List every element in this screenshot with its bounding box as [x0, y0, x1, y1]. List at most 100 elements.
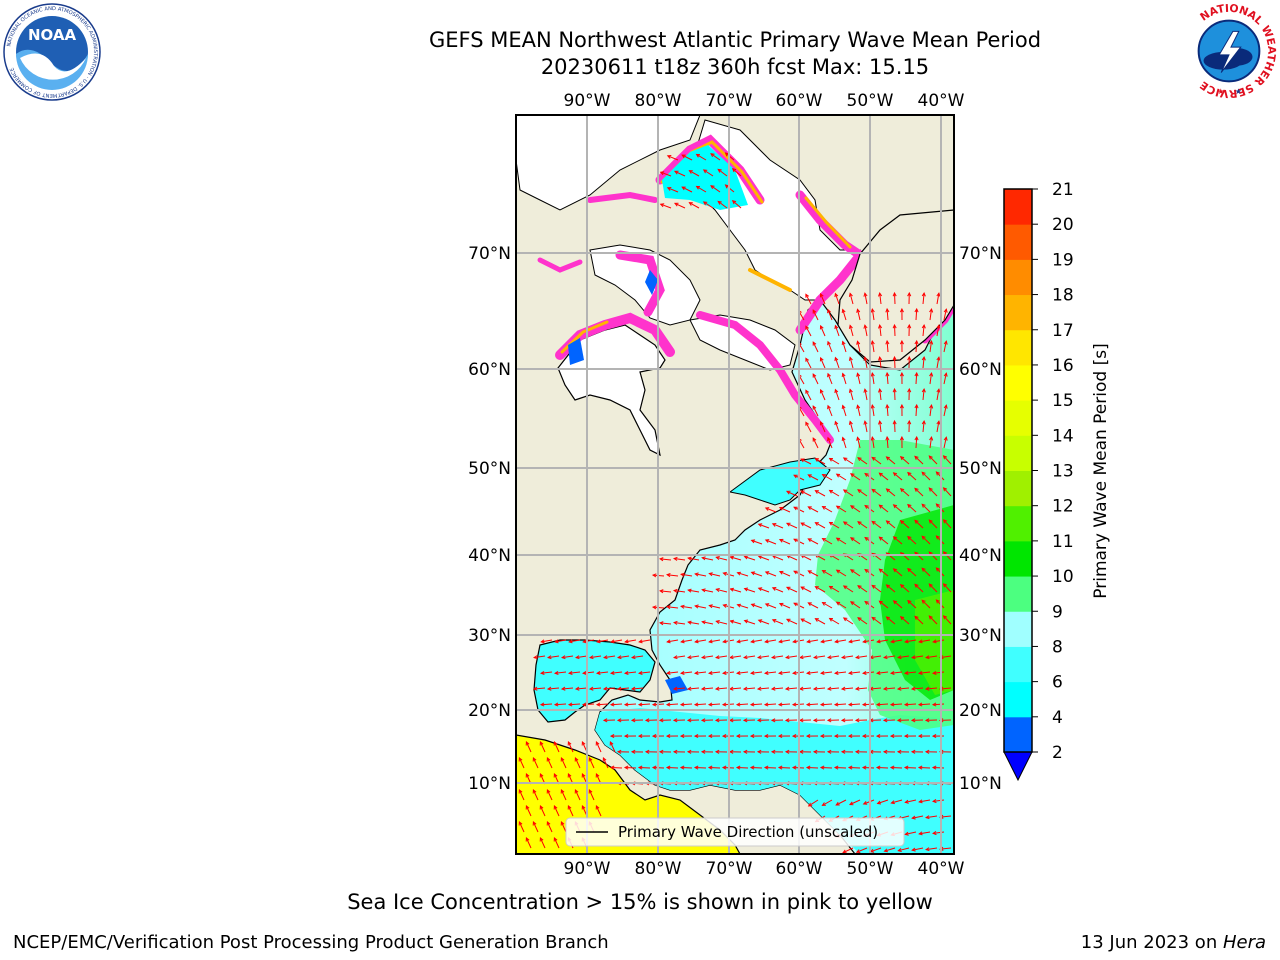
wave-direction-arrow — [857, 309, 861, 321]
wave-direction-arrow — [805, 358, 812, 369]
wave-direction-arrowhead — [638, 639, 643, 644]
wave-direction-arrow — [936, 357, 940, 369]
wave-direction-arrow — [611, 639, 623, 643]
wave-direction-arrowhead — [518, 820, 523, 826]
wave-direction-arrowhead — [609, 734, 615, 739]
lat-label-right: 40°N — [959, 546, 1002, 566]
wave-direction-arrowhead — [847, 670, 853, 675]
wave-direction-arrowhead — [807, 538, 812, 542]
wave-direction-arrow — [929, 309, 932, 321]
wave-direction-arrowhead — [878, 504, 883, 509]
wave-direction-arrowhead — [729, 587, 734, 592]
wave-direction-arrowhead — [827, 404, 831, 410]
wave-direction-arrowhead — [582, 639, 587, 644]
wave-direction-arrow — [808, 506, 819, 513]
wave-direction-arrowhead — [834, 420, 839, 426]
wave-direction-arrowhead — [659, 171, 665, 176]
wave-direction-arrowhead — [672, 556, 678, 561]
wave-direction-arrow — [922, 325, 925, 337]
wave-direction-arrowhead — [680, 572, 685, 577]
wave-direction-arrow — [936, 293, 940, 305]
wave-direction-arrowhead — [812, 437, 817, 442]
wave-direction-arrow — [758, 587, 770, 593]
wave-direction-arrow — [829, 457, 840, 465]
wave-direction-arrow — [921, 503, 931, 513]
wave-direction-arrow — [540, 703, 553, 706]
wave-direction-arrow — [694, 703, 707, 706]
wave-direction-arrowhead — [714, 686, 720, 691]
wave-direction-arrow — [702, 557, 714, 561]
wave-direction-arrow — [588, 757, 595, 769]
wave-direction-arrowhead — [899, 307, 904, 313]
wave-direction-arrow — [922, 389, 925, 401]
wave-direction-arrow — [822, 506, 833, 513]
wave-direction-arrow — [744, 655, 756, 659]
wave-direction-arrowhead — [798, 655, 804, 660]
wave-direction-arrow — [928, 519, 938, 529]
wave-direction-arrow — [822, 799, 833, 806]
wave-direction-arrowhead — [749, 702, 755, 707]
wave-direction-arrow — [765, 671, 777, 674]
wave-direction-arrow — [779, 571, 791, 577]
wave-direction-arrow — [560, 789, 567, 801]
wave-direction-arrow — [933, 671, 945, 674]
map-legend: Primary Wave Direction (unscaled) — [565, 817, 905, 847]
wave-direction-arrow — [890, 703, 903, 706]
wave-direction-arrowhead — [540, 639, 545, 644]
wave-direction-arrowhead — [630, 686, 636, 691]
wave-direction-arrowhead — [864, 536, 869, 541]
wave-direction-arrowhead — [928, 583, 933, 588]
wave-direction-arrowhead — [910, 655, 916, 660]
wave-direction-arrowhead — [864, 600, 869, 605]
wave-direction-arrow — [737, 671, 749, 674]
wave-direction-arrow — [870, 847, 882, 853]
wave-direction-arrowhead — [842, 457, 848, 462]
wave-direction-arrow — [829, 521, 840, 529]
footer-host: Hera — [1222, 932, 1266, 953]
wave-direction-arrowhead — [885, 584, 891, 589]
wave-direction-arrowhead — [864, 568, 869, 573]
wave-direction-arrowhead — [771, 619, 777, 623]
wave-direction-arrowhead — [935, 535, 940, 540]
wave-direction-arrow — [737, 639, 749, 643]
wave-direction-arrowhead — [722, 571, 727, 576]
wave-direction-arrowhead — [651, 573, 657, 578]
wave-direction-arrowhead — [672, 718, 678, 723]
wave-direction-arrowhead — [834, 324, 839, 330]
wave-direction-arrow — [737, 604, 749, 609]
wave-direction-arrowhead — [827, 372, 831, 378]
colorbar-tick-label: 15 — [1052, 391, 1074, 411]
wave-direction-arrowhead — [681, 154, 686, 159]
wave-direction-arrow — [928, 551, 938, 561]
wave-direction-arrow — [569, 671, 581, 674]
wave-direction-arrow — [849, 325, 854, 337]
map-subtitle: 20230611 t18z 360h fcst Max: 15.15 — [540, 55, 930, 79]
wave-direction-arrow — [576, 655, 588, 659]
svg-text:★: ★ — [1235, 87, 1242, 96]
wave-direction-arrow — [681, 154, 693, 161]
wave-direction-arrow — [915, 436, 918, 449]
wave-direction-arrowhead — [842, 521, 848, 526]
wave-direction-arrowhead — [784, 655, 790, 660]
wave-direction-arrowhead — [567, 702, 573, 707]
wave-direction-arrowhead — [644, 749, 650, 754]
wave-direction-arrow — [595, 805, 602, 817]
wave-direction-arrowhead — [899, 455, 905, 461]
wave-direction-arrow — [812, 373, 819, 385]
wave-direction-arrowhead — [921, 599, 926, 604]
wave-direction-arrowhead — [896, 686, 902, 691]
wave-direction-arrow — [518, 789, 525, 801]
wave-direction-arrow — [820, 325, 826, 337]
wave-direction-arrowhead — [680, 604, 685, 609]
wave-direction-arrow — [912, 847, 924, 851]
wave-direction-arrowhead — [849, 601, 855, 606]
wave-direction-arrow — [800, 618, 812, 625]
wave-direction-arrow — [886, 372, 889, 385]
wave-direction-arrowhead — [791, 765, 797, 770]
wave-direction-arrow — [864, 293, 868, 305]
wave-direction-arrow — [575, 687, 588, 690]
wave-direction-arrowhead — [715, 620, 720, 624]
wave-direction-arrowhead — [828, 585, 834, 590]
sea-ice-edges — [537, 134, 954, 444]
lat-label-left: 70°N — [468, 244, 511, 264]
